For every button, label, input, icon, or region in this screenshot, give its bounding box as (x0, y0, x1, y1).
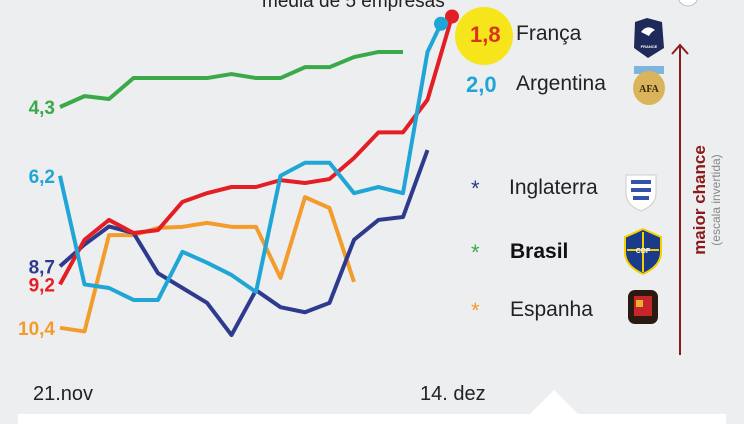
bottom-panel (18, 414, 306, 424)
start-label-frança: 9,2 (29, 275, 55, 296)
legend-spain-marker: * (471, 298, 480, 324)
legend-argentina-value: 2,0 (466, 72, 497, 98)
legend-spain-label: Espanha (510, 298, 593, 322)
side-label: maior chance (escala invertida) (692, 145, 724, 255)
start-label-espanha: 10,4 (18, 319, 55, 340)
side-label-main: maior chance (692, 145, 708, 255)
data-point-argentina (434, 17, 448, 31)
start-label-brasil: 4,3 (29, 98, 55, 119)
legend-england-marker: * (471, 176, 480, 202)
x-tick-end: 14. dez (420, 383, 486, 406)
bottom-panel-right (306, 414, 726, 424)
legend-france-label: França (516, 22, 581, 46)
bottom-notch (530, 390, 578, 414)
x-tick-start: 21.nov (33, 383, 93, 406)
legend-brasil-marker: * (471, 240, 480, 266)
series-line-argentina (60, 24, 441, 300)
legend-england-label: Inglaterra (509, 176, 598, 200)
series-line-inglaterra (60, 150, 428, 335)
series-line-brasil (60, 52, 403, 107)
legend-brasil-label: Brasil (510, 240, 568, 264)
side-label-note: (escala invertida) (708, 145, 724, 255)
start-label-argentina: 6,2 (29, 167, 55, 188)
series-line-frança (60, 17, 452, 285)
legend-france-value: 1,8 (470, 22, 501, 48)
legend-argentina-label: Argentina (516, 72, 606, 96)
